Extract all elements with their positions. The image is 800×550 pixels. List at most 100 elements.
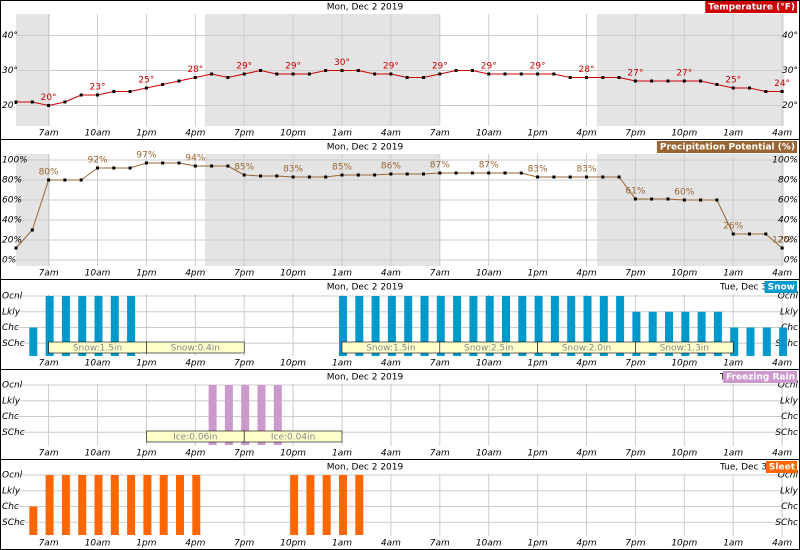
x-tick-label: 4am <box>772 359 792 369</box>
x-tick-label: 1am <box>723 129 743 139</box>
bar <box>78 296 87 356</box>
x-tick-label: 4am <box>381 359 401 369</box>
data-label: 30° <box>334 58 350 68</box>
point-marker <box>487 72 491 76</box>
point-marker <box>112 90 116 93</box>
bar <box>257 385 266 445</box>
point-marker <box>666 197 670 201</box>
x-tick-label: 7am <box>430 269 450 279</box>
x-tick-label: 4am <box>772 129 792 139</box>
x-tick-label: 10pm <box>280 359 306 369</box>
y-tick-label: 40° <box>2 31 18 41</box>
point-marker <box>161 83 165 86</box>
data-label: 27° <box>627 69 643 79</box>
point-marker <box>128 166 132 170</box>
point-marker <box>63 178 67 182</box>
panel-date: Mon, Dec 2 2019 <box>327 283 404 293</box>
data-label: 29° <box>285 62 301 72</box>
point-marker <box>96 93 99 97</box>
data-label: 97% <box>136 151 156 161</box>
x-tick-label: 10am <box>85 449 111 459</box>
y-tick-label: Lkly <box>2 486 21 496</box>
x-tick-label: 4pm <box>576 359 596 369</box>
point-marker <box>731 86 735 90</box>
bar <box>273 385 282 445</box>
point-marker <box>568 175 572 179</box>
panel-date: Mon, Dec 2 2019 <box>327 3 404 13</box>
x-tick-label: 1pm <box>527 129 547 139</box>
x-tick-label: 10pm <box>671 129 697 139</box>
x-tick-label: 1pm <box>527 449 547 459</box>
y-tick-label-right: Lkly <box>780 486 799 496</box>
data-label: 94% <box>185 154 205 164</box>
panel-label-box <box>765 461 797 473</box>
bar <box>583 296 592 356</box>
point-marker <box>764 90 768 93</box>
bar <box>648 311 657 356</box>
y-tick-label-right: SChc <box>775 518 798 528</box>
point-marker <box>307 72 311 76</box>
y-tick-label: Ocnl <box>2 471 23 481</box>
data-label: 26% <box>723 222 743 232</box>
amount-box <box>146 341 245 354</box>
x-tick-label: 10am <box>476 269 502 279</box>
point-marker <box>519 72 523 76</box>
point-marker <box>503 72 507 76</box>
x-tick-label: 10am <box>476 539 502 549</box>
point-marker <box>30 100 34 104</box>
data-label: 20° <box>41 93 57 103</box>
bar <box>208 385 217 445</box>
amount-label: Snow:1.3in <box>660 344 709 354</box>
x-tick-label: 1pm <box>527 269 547 279</box>
point-marker <box>731 232 735 236</box>
point-marker <box>275 174 279 178</box>
data-label: 87% <box>479 161 499 171</box>
x-tick-label: 7am <box>430 359 450 369</box>
x-tick-label: 10am <box>476 129 502 139</box>
point-marker <box>536 72 540 76</box>
bar <box>45 475 54 535</box>
panel-label: Snow <box>768 283 795 293</box>
point-marker <box>764 232 768 236</box>
bar <box>420 296 429 356</box>
bar <box>127 296 136 356</box>
bar <box>779 327 788 356</box>
point-marker <box>144 161 148 165</box>
y-tick-label-right: Ocnl <box>778 471 799 481</box>
amount-box <box>243 430 343 443</box>
bar <box>550 296 559 356</box>
bar <box>241 385 250 445</box>
bar <box>94 296 103 356</box>
data-label: 29° <box>432 62 448 72</box>
bar <box>127 475 136 535</box>
x-tick-label: 1am <box>332 129 352 139</box>
point-marker <box>585 76 588 79</box>
x-tick-label: 7am <box>39 359 59 369</box>
point-marker <box>519 171 523 175</box>
point-marker <box>487 171 491 175</box>
bar <box>518 296 527 356</box>
x-tick-label: 1am <box>723 269 743 279</box>
data-label: 12% <box>772 236 792 246</box>
x-tick-label: 7pm <box>234 539 254 549</box>
y-tick-label: Lkly <box>2 396 21 406</box>
x-tick-label: 7am <box>430 129 450 139</box>
x-tick-label: 7am <box>39 539 59 549</box>
bar <box>159 475 168 535</box>
data-label: 25° <box>138 76 154 86</box>
point-marker <box>14 246 18 250</box>
bar <box>713 311 722 356</box>
y-tick-label: 20% <box>2 236 22 246</box>
x-tick-label: 4am <box>772 539 792 549</box>
point-marker <box>14 100 18 104</box>
point-marker <box>291 175 295 179</box>
x-tick-label: 10am <box>85 269 111 279</box>
point-marker <box>715 198 719 202</box>
point-marker <box>373 72 377 76</box>
amount-label: Snow:1.5in <box>73 344 122 354</box>
data-label: 92% <box>87 156 107 166</box>
point-marker <box>438 171 442 175</box>
x-tick-label: 7am <box>39 129 59 139</box>
y-tick-label: 40% <box>2 216 22 226</box>
